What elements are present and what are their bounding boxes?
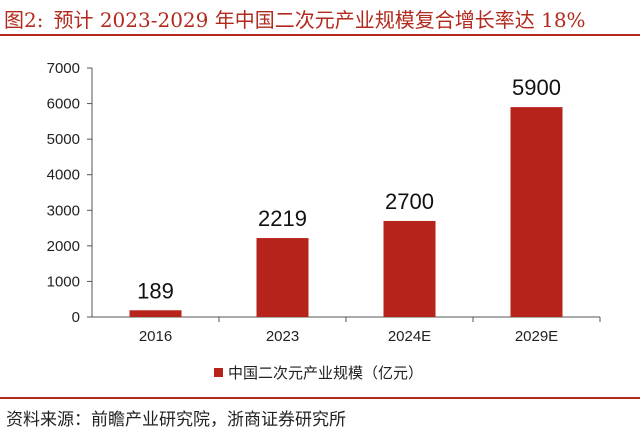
- data-label-2024E: 2700: [385, 189, 434, 214]
- x-tick-label: 2029E: [515, 328, 558, 345]
- bar-2016: [129, 310, 182, 317]
- bar-2023: [256, 238, 309, 317]
- bar-2029E: [510, 107, 563, 317]
- y-tick-label: 1000: [47, 273, 80, 290]
- axes: 0 1000 2000 3000 4000 5000 6000 7000 2016 2023 202…: [47, 60, 601, 345]
- data-label-2029E: 5900: [512, 75, 561, 100]
- bottom-divider: [0, 397, 640, 399]
- y-tick-label: 6000: [47, 96, 80, 113]
- chart-title: 图2: 预计 2023-2029 年中国二次元产业规模复合增长率达 18%: [4, 4, 586, 33]
- legend-swatch: [214, 368, 223, 377]
- bar-chart: 0 1000 2000 3000 4000 5000 6000 7000 2016 2023 202…: [47, 60, 601, 382]
- x-tick-label: 2023: [266, 328, 299, 345]
- y-tick-label: 7000: [47, 60, 80, 77]
- data-label-2016: 189: [137, 278, 174, 303]
- legend: 中国二次元产业规模（亿元）: [214, 364, 423, 382]
- data-label-2023: 2219: [258, 206, 307, 231]
- y-tick-label: 4000: [47, 167, 80, 184]
- source-note: 资料来源：前瞻产业研究院，浙商证券研究所: [6, 410, 346, 430]
- title-text: 预计 2023-2029 年中国二次元产业规模复合增长率达 18%: [53, 8, 586, 32]
- legend-label: 中国二次元产业规模（亿元）: [228, 364, 423, 382]
- x-tick-label: 2024E: [388, 328, 431, 345]
- figure-number: 图2:: [4, 8, 44, 32]
- y-tick-label: 0: [72, 309, 80, 326]
- top-divider: [0, 34, 640, 36]
- y-tick-label: 3000: [47, 202, 80, 219]
- bars: 189 2219 2700 5900: [129, 75, 563, 317]
- title-bar: 图2: 预计 2023-2029 年中国二次元产业规模复合增长率达 18%: [0, 0, 640, 36]
- y-tick-label: 5000: [47, 131, 80, 148]
- y-tick-label: 2000: [47, 238, 80, 255]
- x-tick-label: 2016: [139, 328, 172, 345]
- bar-2024E: [383, 220, 436, 317]
